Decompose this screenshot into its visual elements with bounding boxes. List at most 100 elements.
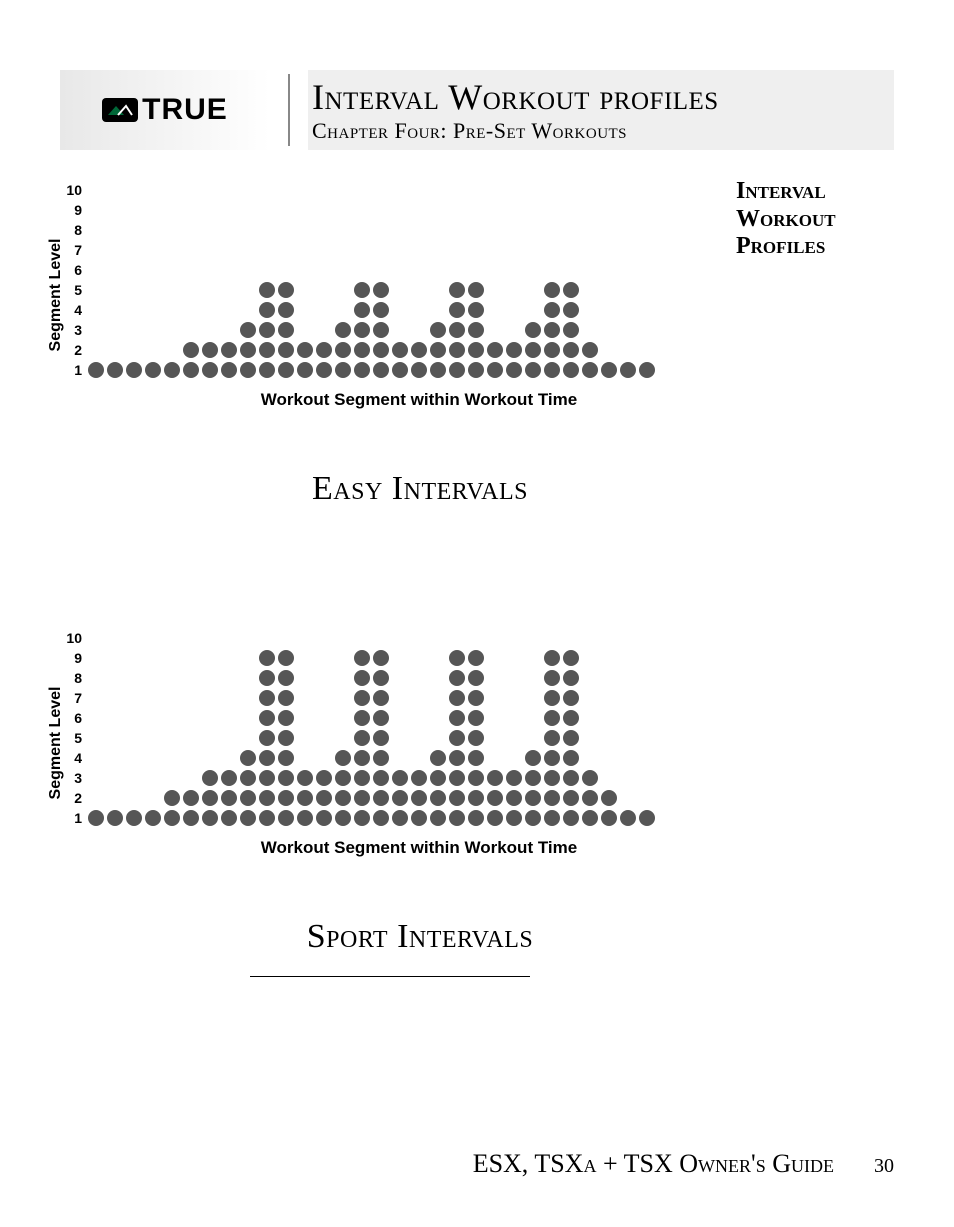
dot-empty <box>145 670 161 686</box>
dot-empty <box>449 242 465 258</box>
dot-empty <box>487 222 503 238</box>
footer-guide-title: ESX, TSXa + TSX Owner's Guide <box>473 1149 834 1179</box>
dot-empty <box>392 262 408 278</box>
dot-empty <box>430 630 446 646</box>
dot-filled-icon <box>468 730 484 746</box>
dot-filled-icon <box>354 730 370 746</box>
dot-empty <box>411 262 427 278</box>
logo-text: TRUE <box>142 93 228 127</box>
dot-empty <box>183 222 199 238</box>
dot-empty <box>620 302 636 318</box>
dot-filled-icon <box>297 362 313 378</box>
dot-empty <box>107 730 123 746</box>
dot-empty <box>639 710 655 726</box>
dot-empty <box>316 630 332 646</box>
dot-filled-icon <box>202 362 218 378</box>
dot-filled-icon <box>544 810 560 826</box>
dot-empty <box>183 650 199 666</box>
dot-empty <box>202 322 218 338</box>
dot-empty <box>202 650 218 666</box>
chart-row: 3 <box>62 768 750 788</box>
dot-empty <box>145 690 161 706</box>
dot-empty <box>316 302 332 318</box>
dot-empty <box>240 242 256 258</box>
dot-filled-icon <box>240 770 256 786</box>
dot-empty <box>221 302 237 318</box>
dot-filled-icon <box>563 342 579 358</box>
dot-filled-icon <box>278 362 294 378</box>
dot-empty <box>582 322 598 338</box>
dot-empty <box>126 670 142 686</box>
dot-filled-icon <box>278 730 294 746</box>
chart-row-cells <box>88 630 655 646</box>
dot-filled-icon <box>544 790 560 806</box>
dot-filled-icon <box>373 650 389 666</box>
chart-row-cells <box>88 650 655 666</box>
dot-filled-icon <box>297 790 313 806</box>
dot-filled-icon <box>183 790 199 806</box>
dot-empty <box>506 242 522 258</box>
dot-empty <box>430 710 446 726</box>
dot-empty <box>259 202 275 218</box>
dot-filled-icon <box>582 362 598 378</box>
dot-empty <box>221 222 237 238</box>
dot-empty <box>88 650 104 666</box>
dot-empty <box>221 202 237 218</box>
dot-empty <box>240 670 256 686</box>
dot-empty <box>411 750 427 766</box>
dot-empty <box>88 302 104 318</box>
dot-filled-icon <box>259 650 275 666</box>
y-tick-label: 2 <box>62 342 88 358</box>
dot-empty <box>316 650 332 666</box>
dot-filled-icon <box>544 322 560 338</box>
dot-filled-icon <box>468 670 484 686</box>
dot-filled-icon <box>335 810 351 826</box>
dot-empty <box>430 262 446 278</box>
dot-filled-icon <box>392 810 408 826</box>
dot-filled-icon <box>278 770 294 786</box>
dot-empty <box>582 202 598 218</box>
dot-empty <box>126 690 142 706</box>
dot-filled-icon <box>468 362 484 378</box>
dot-filled-icon <box>373 730 389 746</box>
dot-empty <box>601 182 617 198</box>
dot-filled-icon <box>449 770 465 786</box>
dot-empty <box>88 342 104 358</box>
dot-filled-icon <box>449 362 465 378</box>
dot-empty <box>145 710 161 726</box>
dot-empty <box>639 182 655 198</box>
dot-empty <box>107 710 123 726</box>
dot-empty <box>411 670 427 686</box>
dot-empty <box>506 650 522 666</box>
dot-empty <box>88 670 104 686</box>
dot-filled-icon <box>221 810 237 826</box>
dot-empty <box>620 630 636 646</box>
dot-empty <box>240 710 256 726</box>
chart-row-cells <box>88 282 655 298</box>
dot-empty <box>601 710 617 726</box>
dot-empty <box>202 690 218 706</box>
dot-empty <box>639 322 655 338</box>
dot-empty <box>297 750 313 766</box>
dot-empty <box>88 790 104 806</box>
dot-empty <box>525 650 541 666</box>
dot-filled-icon <box>164 362 180 378</box>
dot-filled-icon <box>506 810 522 826</box>
dot-filled-icon <box>354 342 370 358</box>
dot-empty <box>126 770 142 786</box>
dot-empty <box>563 630 579 646</box>
dot-empty <box>430 182 446 198</box>
dot-empty <box>601 690 617 706</box>
dot-filled-icon <box>126 362 142 378</box>
dot-empty <box>487 650 503 666</box>
dot-filled-icon <box>259 810 275 826</box>
dot-empty <box>449 630 465 646</box>
chart-grid: 12345678910 <box>62 628 750 828</box>
dot-filled-icon <box>373 710 389 726</box>
dot-filled-icon <box>221 362 237 378</box>
dot-empty <box>620 222 636 238</box>
dot-empty <box>164 690 180 706</box>
dot-empty <box>335 202 351 218</box>
dot-filled-icon <box>563 282 579 298</box>
dot-empty <box>354 182 370 198</box>
